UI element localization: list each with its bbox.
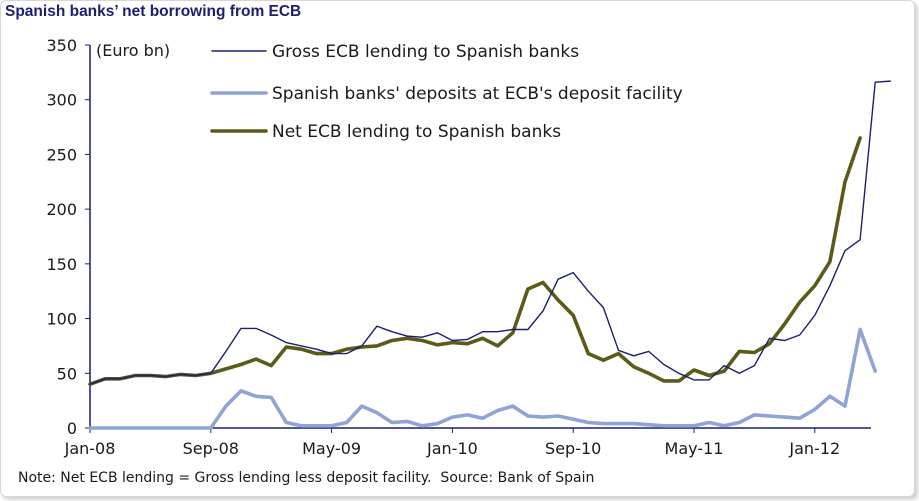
- x-axis-ticks: Jan-08 Sep-08 May-09 Jan-10 Sep-10 May-11 Jan-…: [64, 428, 840, 458]
- legend-label: Net ECB lending to Spanish banks: [272, 122, 561, 142]
- series-line: [88, 136, 862, 387]
- x-tick-label: May-11: [665, 439, 724, 458]
- legend-item: Gross ECB lending to Spanish banks: [211, 42, 579, 62]
- legend: Gross ECB lending to Spanish banks Spanis…: [210, 42, 683, 142]
- footnote: Note: Net ECB lending = Gross lending le…: [18, 470, 595, 486]
- legend-label: Spanish banks' deposits at ECB's deposit…: [272, 84, 683, 104]
- y-tick-label: 100: [46, 310, 77, 329]
- x-tick-label: Jan-10: [426, 439, 478, 458]
- x-tick-label: Jan-08: [64, 439, 116, 458]
- unit-label: (Euro bn): [96, 41, 170, 60]
- y-tick-label: 200: [46, 200, 77, 219]
- y-tick-label: 150: [46, 255, 77, 274]
- series-1: [88, 327, 878, 430]
- legend-item: Spanish banks' deposits at ECB's deposit…: [210, 84, 683, 104]
- x-tick-label: Sep-10: [545, 439, 601, 458]
- x-tick-label: Sep-08: [183, 439, 239, 458]
- chart-title: Spanish banks’ net borrowing from ECB: [5, 3, 302, 20]
- x-tick-label: Jan-12: [788, 439, 840, 458]
- series-layer: [88, 80, 891, 430]
- y-tick-label: 50: [57, 364, 77, 383]
- series-0: [89, 80, 891, 385]
- legend-item: Net ECB lending to Spanish banks: [210, 122, 561, 142]
- y-tick-label: 350: [46, 36, 77, 55]
- y-axis-ticks: 0 50 100 150 200 250 300 350: [46, 36, 90, 438]
- y-tick-label: 0: [67, 419, 77, 438]
- axes: [89, 45, 871, 429]
- series-2: [88, 136, 862, 387]
- legend-label: Gross ECB lending to Spanish banks: [272, 42, 579, 62]
- x-tick-label: May-09: [302, 439, 361, 458]
- series-line: [89, 80, 891, 385]
- series-line: [88, 327, 878, 430]
- y-tick-label: 300: [46, 91, 77, 110]
- y-tick-label: 250: [46, 145, 77, 164]
